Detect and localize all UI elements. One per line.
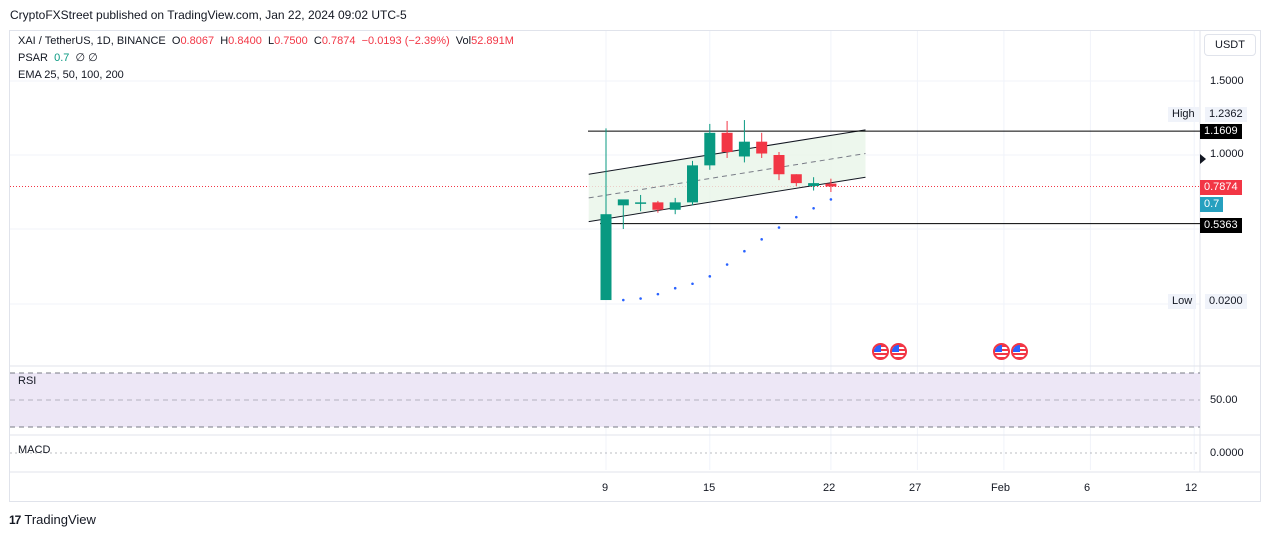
- publish-header: CryptoFXStreet published on TradingView.…: [10, 8, 407, 22]
- candle-body-up: [738, 141, 750, 157]
- psar-dot: [829, 198, 833, 201]
- time-tick-27: 27: [909, 482, 922, 494]
- psar-dot: [656, 292, 660, 296]
- footer-brand-text: TradingView: [24, 512, 96, 527]
- psar-dot: [743, 249, 746, 253]
- psar-dot: [725, 263, 729, 266]
- us-flag-icon[interactable]: [993, 343, 1010, 360]
- chart-frame[interactable]: [9, 30, 1261, 502]
- low-label-tag: Low: [1168, 294, 1197, 309]
- candle-body-down: [790, 174, 802, 184]
- time-tick-9: 9: [602, 482, 609, 494]
- symbol-label: XAI / TetherUS, 1D, BINANCE: [18, 35, 166, 47]
- channel-middle-line: [588, 153, 866, 199]
- psar-dot: [673, 286, 677, 290]
- rsi-mid-tick: 50.00: [1210, 394, 1238, 406]
- candle-body-up: [704, 132, 716, 166]
- macd-zero-tick: 0.0000: [1210, 447, 1244, 459]
- volume-value: 52.891M: [471, 35, 514, 47]
- psar-dot: [760, 238, 763, 241]
- support-price-tag: 0.5363: [1200, 218, 1242, 233]
- ema-label: EMA 25, 50, 100, 200: [18, 69, 124, 81]
- currency-button[interactable]: USDT: [1204, 34, 1256, 56]
- time-tick-6: 6: [1084, 482, 1091, 494]
- candle-body-down: [721, 132, 733, 153]
- time-tick-22: 22: [823, 482, 836, 494]
- rsi-label: RSI: [18, 375, 37, 387]
- candle-body-up: [687, 165, 698, 203]
- time-tick-15: 15: [703, 482, 716, 494]
- footer-brand[interactable]: 17 TradingView: [9, 512, 96, 527]
- candle-body-down: [825, 183, 837, 187]
- candle-body-down: [756, 141, 768, 154]
- psar-dot: [708, 275, 712, 278]
- psar-label: PSAR: [18, 52, 48, 64]
- candle-body-down: [652, 202, 664, 210]
- candle-body-up: [617, 199, 629, 206]
- time-tick-feb: Feb: [991, 482, 1010, 494]
- tradingview-logo-icon: 17: [9, 512, 21, 527]
- high-label-tag: High: [1168, 107, 1199, 122]
- psar-dot: [795, 215, 798, 219]
- resistance-price-tag: 1.1609: [1200, 124, 1242, 139]
- open-value: 0.8067: [180, 35, 215, 47]
- psar-value: 0.7: [54, 52, 70, 64]
- ohlc-legend: XAI / TetherUS, 1D, BINANCE O0.8067 H0.8…: [18, 35, 514, 47]
- candle-body-up: [669, 202, 681, 210]
- change-value: −0.0193 (−2.39%): [361, 35, 450, 47]
- macd-label: MACD: [18, 444, 51, 456]
- us-flag-icon[interactable]: [872, 343, 889, 360]
- psar-dot: [691, 282, 694, 286]
- candle-body-down: [773, 155, 785, 175]
- channel-fill: [588, 129, 866, 222]
- price-tick-2: 1.0000: [1210, 148, 1244, 160]
- candle-body-up: [635, 202, 647, 204]
- psar-dot: [622, 298, 625, 302]
- high-value-tag: 1.2362: [1205, 107, 1247, 122]
- high-value: 0.8400: [228, 35, 262, 47]
- candle-body-up: [600, 214, 612, 301]
- close-value: 0.7874: [321, 35, 356, 47]
- play-arrow-icon[interactable]: [1200, 154, 1206, 164]
- psar-dot: [812, 206, 815, 210]
- time-tick-12: 12: [1185, 482, 1198, 494]
- ema-legend: EMA 25, 50, 100, 200: [18, 67, 124, 83]
- us-flag-icon[interactable]: [1011, 343, 1028, 360]
- low-value-tag: 0.0200: [1205, 294, 1247, 309]
- us-flag-icon[interactable]: [890, 343, 907, 360]
- psar-extra: ∅ ∅: [75, 52, 98, 64]
- low-value: 0.7500: [274, 35, 308, 47]
- psar-legend: PSAR 0.7 ∅ ∅: [18, 50, 98, 66]
- price-tick-1: 1.5000: [1210, 75, 1244, 87]
- psar-dot: [639, 297, 642, 300]
- channel-lower-line: [588, 176, 866, 223]
- last-price-tag: 0.7874: [1200, 180, 1242, 195]
- psar-dot: [777, 226, 781, 229]
- candle-body-up: [808, 183, 820, 187]
- psar-price-tag: 0.7: [1200, 197, 1224, 212]
